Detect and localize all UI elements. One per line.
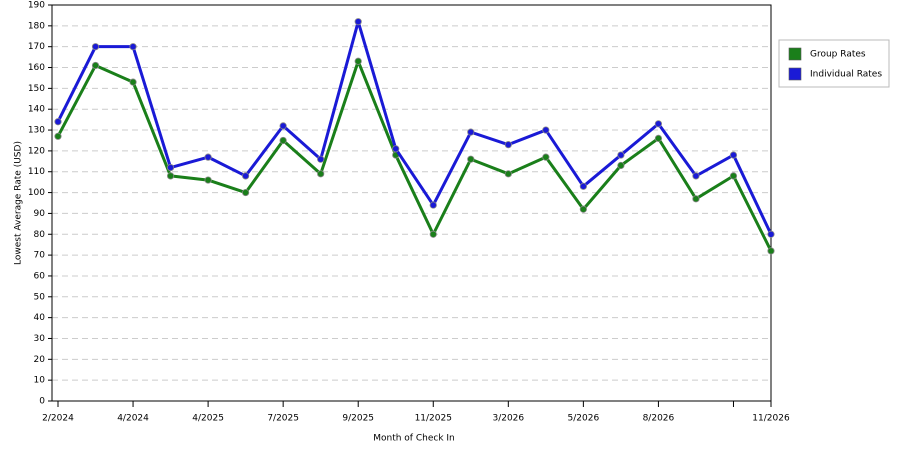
data-point	[692, 195, 700, 203]
x-tick-label: 8/2026	[643, 414, 675, 424]
y-tick-label: 20	[34, 355, 46, 365]
y-tick-label: 180	[28, 21, 45, 31]
data-point	[467, 128, 475, 136]
data-point	[354, 57, 362, 65]
data-point	[392, 145, 400, 153]
data-point	[729, 151, 738, 159]
data-point	[54, 132, 62, 140]
y-tick-label: 150	[28, 84, 45, 94]
y-tick-label: 170	[28, 42, 45, 52]
legend-label: Individual Rates	[810, 70, 882, 80]
x-tick-label: 4/2025	[192, 414, 224, 424]
data-point	[579, 182, 587, 190]
series-line	[56, 20, 773, 235]
data-point	[767, 230, 775, 238]
data-point	[54, 118, 62, 126]
y-axis-title: Lowest Average Rate (USD)	[14, 141, 24, 265]
x-tick-label: 11/2026	[752, 414, 790, 424]
data-point	[242, 172, 250, 180]
data-point	[504, 141, 512, 149]
data-point	[542, 153, 550, 161]
y-tick-label: 10	[34, 376, 46, 386]
x-tick-label: 11/2025	[415, 414, 452, 424]
legend-label: Group Rates	[810, 50, 866, 60]
x-tick-label: 2/2024	[42, 414, 74, 424]
data-point	[166, 163, 175, 172]
data-point	[166, 172, 175, 180]
data-point	[279, 136, 287, 145]
data-point	[204, 153, 212, 161]
x-tick-label: 7/2025	[267, 414, 299, 424]
data-point	[504, 170, 512, 178]
data-point	[91, 43, 100, 51]
y-tick-label: 50	[34, 292, 46, 302]
data-point	[317, 155, 325, 163]
data-point	[654, 120, 663, 128]
legend-swatch	[788, 67, 802, 81]
data-point	[617, 161, 625, 170]
data-point	[129, 43, 137, 51]
data-point	[654, 134, 663, 142]
data-point	[429, 230, 437, 238]
data-point	[692, 172, 700, 180]
y-tick-label: 0	[39, 397, 45, 407]
y-tick-label: 120	[28, 146, 45, 156]
x-axis-title: Month of Check In	[373, 434, 455, 444]
data-point	[467, 155, 475, 163]
y-tick-label: 130	[28, 126, 45, 136]
data-point	[579, 205, 587, 213]
data-point	[129, 78, 137, 86]
y-tick-label: 90	[34, 209, 46, 219]
legend-swatch	[788, 47, 802, 61]
y-tick-label: 40	[34, 313, 46, 323]
x-tick-label: 9/2025	[342, 414, 374, 424]
y-tick-label: 70	[34, 251, 46, 261]
y-tick-label: 190	[28, 1, 45, 11]
data-point	[317, 170, 325, 178]
y-tick-label: 100	[28, 188, 45, 198]
x-tick-label: 5/2026	[568, 414, 600, 424]
plot-border	[51, 4, 772, 402]
data-point	[617, 151, 625, 159]
data-point	[429, 201, 437, 209]
y-tick-label: 140	[28, 105, 45, 115]
y-tick-label: 30	[34, 334, 46, 344]
x-tick-label: 3/2026	[492, 414, 524, 424]
data-point	[279, 122, 287, 130]
y-tick-label: 60	[34, 271, 46, 281]
data-point	[242, 188, 250, 197]
data-point	[767, 247, 775, 255]
data-point	[91, 61, 100, 70]
x-tick-label: 4/2024	[117, 414, 149, 424]
y-tick-label: 160	[28, 63, 45, 73]
data-point	[729, 172, 738, 180]
y-tick-label: 80	[34, 230, 46, 240]
data-point	[204, 176, 212, 184]
data-point	[542, 126, 550, 134]
data-point	[354, 18, 362, 26]
y-tick-label: 110	[28, 167, 45, 177]
series-line	[56, 59, 773, 252]
